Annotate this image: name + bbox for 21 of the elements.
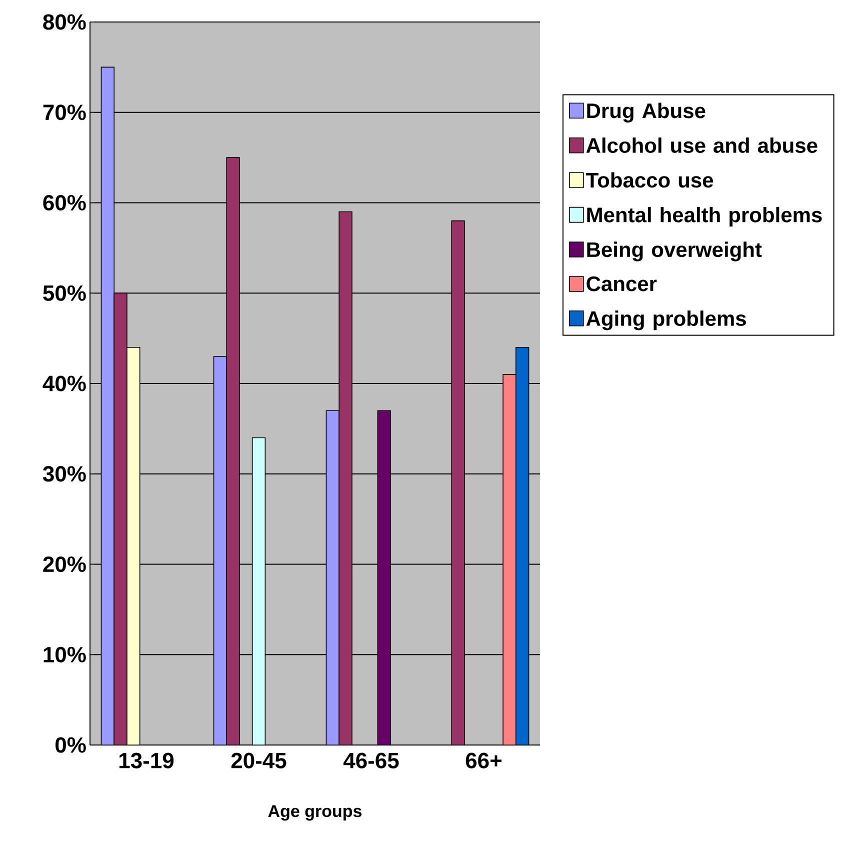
- x-tick-label: 66+: [466, 752, 502, 768]
- y-tick-label: 40%: [42, 376, 86, 392]
- legend-label: Aging problems: [586, 310, 746, 330]
- legend-label: Cancer: [586, 276, 657, 292]
- x-tick-label: 20-45: [231, 752, 286, 768]
- y-tick-label: 30%: [42, 466, 86, 482]
- legend-label: Alcohol use and abuse: [586, 138, 818, 153]
- y-tick-label: 60%: [43, 194, 86, 211]
- x-tick-label: 13-19: [119, 752, 174, 768]
- y-tick-label: 10%: [44, 646, 86, 662]
- legend-label: Being overweight: [587, 242, 762, 262]
- y-tick-label: 0%: [56, 737, 86, 753]
- legend-label: Mental health problems: [587, 206, 822, 227]
- legend-label: Tobacco use: [586, 172, 714, 188]
- y-tick-label: 70%: [43, 104, 86, 120]
- y-tick-label: 20%: [43, 556, 86, 572]
- x-axis-title: Age groups: [268, 805, 362, 821]
- x-tick-label: 46-65: [343, 752, 399, 768]
- y-tick-label: 50%: [43, 285, 86, 301]
- legend-label: Drug Abuse: [587, 102, 706, 122]
- y-tick-label: 80%: [43, 14, 86, 30]
